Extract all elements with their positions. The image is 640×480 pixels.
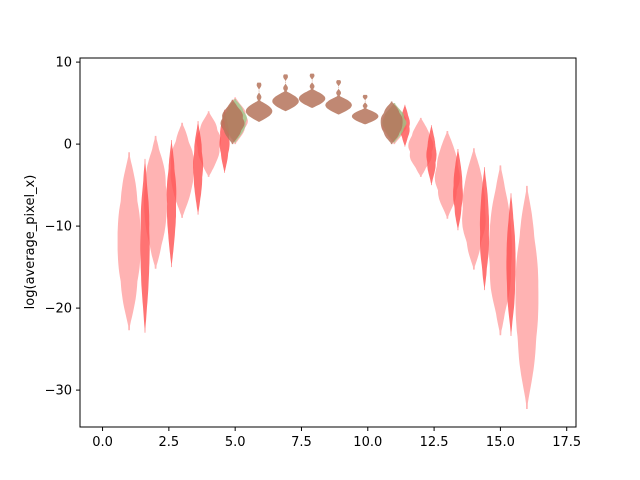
violin-light_red-8 xyxy=(462,148,486,270)
violin-layer xyxy=(117,73,539,409)
violin-light_red-6 xyxy=(408,117,434,177)
x-tick-label: 2.5 xyxy=(159,435,180,450)
violin-light_red-0 xyxy=(117,152,141,331)
violin-brown-6 xyxy=(380,101,403,145)
x-axis: 0.0 2.5 5.0 7.5 10.0 12.5 15.0 17.5 xyxy=(92,427,581,450)
y-axis-title: log(average_pixel_x) xyxy=(23,175,38,310)
plot-frame xyxy=(79,57,577,428)
x-tick-label: 17.5 xyxy=(552,435,581,450)
violin-brown-5 xyxy=(351,94,379,125)
y-tick-label: 0 xyxy=(64,138,72,153)
y-tick-label: 10 xyxy=(55,56,72,71)
y-tick-label: −20 xyxy=(45,302,72,317)
violin-dark_red-5 xyxy=(426,125,437,186)
x-tick-label: 15.0 xyxy=(486,435,515,450)
y-axis: 10 0 −10 −20 −30 xyxy=(45,56,80,399)
x-tick-label: 0.0 xyxy=(92,435,113,450)
violin-dark_red-2 xyxy=(193,121,204,215)
violin-light_red-10 xyxy=(515,185,539,409)
violin-brown-4 xyxy=(325,80,352,115)
x-tick-label: 10.0 xyxy=(353,435,382,450)
violin-brown-3 xyxy=(298,73,326,108)
violin-light_red-2 xyxy=(170,122,194,218)
violin-dark_red-0 xyxy=(140,158,150,333)
violin-light_red-9 xyxy=(488,165,512,336)
violin-dark_red-1 xyxy=(166,140,177,268)
x-tick-label: 7.5 xyxy=(291,435,312,450)
y-tick-label: −30 xyxy=(45,384,72,399)
x-tick-label: 5.0 xyxy=(225,435,246,450)
violin-light_red-1 xyxy=(143,135,168,269)
violin-dark_red-7 xyxy=(479,167,490,291)
violin-brown-2 xyxy=(272,74,299,112)
violin-brown-0 xyxy=(220,99,245,145)
violin-brown-1 xyxy=(245,82,273,122)
violin-dark_red-8 xyxy=(506,193,516,336)
x-tick-label: 12.5 xyxy=(420,435,449,450)
violin-dark_red-6 xyxy=(453,149,463,231)
y-tick-label: −10 xyxy=(45,220,72,235)
